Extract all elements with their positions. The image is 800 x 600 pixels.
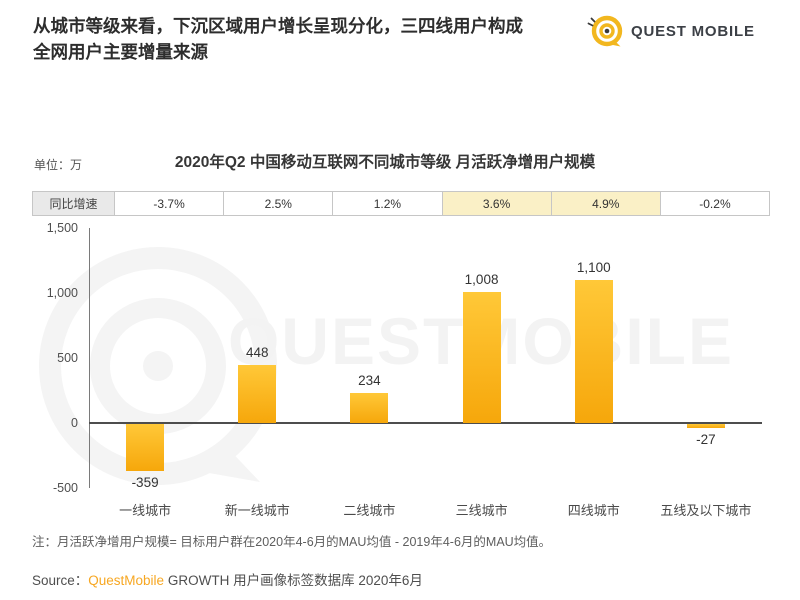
y-axis-tick-label: 1,500: [46, 221, 78, 235]
yoy-growth-row: 同比增速 -3.7% 2.5% 1.2% 3.6% 4.9% -0.2%: [32, 191, 771, 216]
bar: [126, 424, 165, 471]
source-suffix: GROWTH 用户画像标签数据库 2020年6月: [164, 573, 423, 588]
questmobile-logo-text: QUEST MOBILE: [631, 22, 755, 40]
page-title-line1: 从城市等级来看，下沉区域用户增长呈现分化，三四线用户构成: [33, 16, 523, 36]
category-label: 二线城市: [343, 503, 396, 518]
yoy-growth-value: 4.9%: [551, 191, 661, 216]
category-label: 四线城市: [567, 503, 620, 518]
category-label: 新一线城市: [224, 503, 290, 518]
bar-column: 448 新一线城市: [201, 228, 313, 518]
bar: [238, 364, 277, 423]
bar-value-label: 1,008: [464, 271, 499, 287]
bar-column: 1,008 三线城市: [426, 228, 538, 518]
yoy-growth-value: 1.2%: [333, 191, 443, 216]
bar: [574, 280, 613, 423]
bar-value-label: -359: [131, 474, 159, 490]
bar: [686, 424, 725, 428]
plot-area: -359 一线城市 448 新一线城市 234 二线城市 1,008 三线城市 1,100 四线城…: [89, 228, 762, 518]
yoy-growth-value: 2.5%: [224, 191, 334, 216]
source-brand: QuestMobile: [88, 573, 165, 588]
yoy-growth-value: 3.6%: [442, 191, 552, 216]
yoy-growth-cells: -3.7% 2.5% 1.2% 3.6% 4.9% -0.2%: [115, 191, 771, 216]
y-axis-tick-label: 0: [71, 416, 78, 430]
y-axis-tick-label: 1,000: [46, 286, 78, 300]
source-line: Source：QuestMobile GROWTH 用户画像标签数据库 2020…: [32, 569, 423, 589]
bar-column: 1,100 四线城市: [538, 228, 650, 518]
category-label: 五线及以下城市: [660, 503, 752, 518]
bar-column: -27 五线及以下城市: [650, 228, 762, 518]
chart-title: 2020年Q2 中国移动互联网不同城市等级 月活跃净增用户规模: [174, 154, 596, 171]
zero-axis-line: [89, 422, 762, 424]
yoy-growth-value: -0.2%: [660, 191, 771, 216]
bar: [350, 392, 389, 423]
bar-value-label: 234: [358, 372, 381, 388]
y-axis-tick-label: 500: [57, 351, 78, 365]
yoy-growth-value: -3.7%: [115, 191, 225, 216]
source-prefix: Source：: [32, 573, 89, 588]
page-title-line2: 全网用户主要增量来源: [33, 42, 208, 62]
questmobile-logo: QUEST MOBILE: [584, 10, 755, 52]
bar-value-label: 448: [245, 344, 269, 360]
category-label: 一线城市: [119, 503, 172, 518]
bar-column: -359 一线城市: [89, 228, 201, 518]
bar-value-label: -27: [696, 431, 716, 447]
footnote: 注：月活跃净增用户规模= 目标用户群在2020年4-6月的MAU均值 - 201…: [32, 535, 552, 549]
yoy-growth-row-label: 同比增速: [32, 191, 115, 216]
unit-label: 单位：万: [34, 158, 83, 172]
bar-column: 234 二线城市: [313, 228, 425, 518]
bar: [462, 291, 501, 423]
category-label: 三线城市: [455, 503, 508, 518]
bar-value-label: 1,100: [576, 260, 611, 275]
y-axis-tick-label: -500: [52, 481, 78, 495]
questmobile-swirl-icon: [587, 15, 623, 47]
page-title: 从城市等级来看，下沉区域用户增长呈现分化，三四线用户构成 全网用户主要增量来源: [33, 13, 588, 65]
